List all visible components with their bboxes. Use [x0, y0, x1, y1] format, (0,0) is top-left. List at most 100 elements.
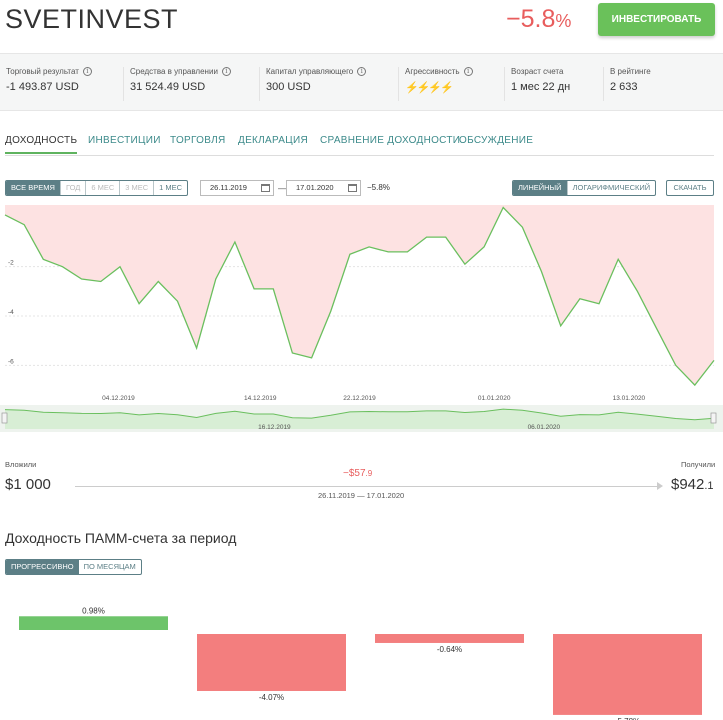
summary-period: 26.11.2019 — 17.01.2020 — [318, 491, 405, 500]
info-icon[interactable]: i — [82, 67, 92, 76]
stat-funds-under-management: Средства в управлении i 31 524.49 USD — [123, 67, 231, 101]
tab-declaration[interactable]: ДЕКЛАРАЦИЯ — [238, 135, 308, 146]
scale-log[interactable]: ЛОГАРИФМИЧЕСКИЙ — [566, 181, 656, 195]
total-change: −5.8% — [506, 5, 571, 34]
stat-label: Средства в управлении — [130, 67, 218, 76]
tab-trading[interactable]: ТОРГОВЛЯ — [170, 135, 226, 146]
date-from-value: 26.11.2019 — [210, 183, 247, 192]
period-1-month[interactable]: 1 МЕС — [153, 181, 187, 195]
date-from-input[interactable]: 26.11.2019 — [200, 180, 274, 196]
mode-progressive[interactable]: ПРОГРЕССИВНО — [6, 560, 79, 574]
navigator-handle-left[interactable] — [1, 412, 8, 424]
total-change-value: −5.8 — [506, 5, 556, 33]
stat-label: Торговый результат — [6, 67, 79, 76]
stat-value: 31 524.49 USD — [130, 81, 206, 93]
x-tick-label: 22.12.2019 — [343, 395, 376, 402]
chart-line — [4, 206, 715, 387]
aggressiveness-meter: ⚡⚡⚡⚡ — [405, 81, 473, 94]
navigator-ticks: 16.12.2019 06.01.2020 — [258, 424, 560, 431]
x-tick-label: 13.01.2020 — [613, 395, 646, 402]
x-tick-label: 04.12.2019 — [102, 395, 135, 402]
info-icon[interactable]: i — [357, 67, 367, 76]
x-tick-label: 14.12.2019 — [244, 395, 277, 402]
y-axis-ticks: -2 -4 -6 — [8, 260, 14, 366]
stat-label: Агрессивность — [405, 67, 460, 76]
received-value: $942.1 — [671, 476, 714, 493]
navigator-tick-label: 06.01.2020 — [528, 424, 561, 431]
stat-rating: В рейтинге 2 633 — [603, 67, 651, 101]
summary-arrow-line — [75, 486, 660, 487]
stat-value: -1 493.87 USD — [6, 81, 79, 93]
period-3-months[interactable]: 3 МЕС — [119, 181, 153, 195]
y-tick-label: -6 — [8, 358, 14, 365]
date-to-input[interactable]: 17.01.2020 — [286, 180, 361, 196]
investment-summary: Вложили $1 000 −$57.9 26.11.2019 — 17.01… — [0, 460, 723, 505]
result-diff-cents: .9 — [365, 469, 373, 478]
info-icon[interactable]: i — [221, 67, 231, 76]
tab-compare-yield[interactable]: СРАВНЕНИЕ ДОХОДНОСТИ — [320, 135, 461, 146]
info-icon[interactable]: i — [463, 67, 473, 76]
total-change-unit: % — [555, 11, 572, 31]
stat-manager-capital: Капитал управляющего i 300 USD — [259, 67, 367, 101]
arrow-right-icon — [657, 482, 663, 490]
stat-label: В рейтинге — [610, 67, 651, 76]
result-diff-main: −$57 — [343, 468, 366, 479]
tab-bar: ДОХОДНОСТЬ ИНВЕСТИЦИИ ТОРГОВЛЯ ДЕКЛАРАЦИ… — [5, 131, 714, 156]
date-to-value: 17.01.2020 — [296, 183, 334, 192]
account-title: SVETINVEST — [5, 4, 179, 34]
y-tick-label: -2 — [8, 260, 14, 267]
period-bars: 0.98% -4.07% -0.64% -5.78% — [19, 606, 702, 720]
header: SVETINVEST −5.8% ИНВЕСТИРОВАТЬ — [0, 0, 723, 50]
x-tick-label: 01.01.2020 — [478, 395, 511, 402]
scale-linear[interactable]: ЛИНЕЙНЫЙ — [513, 181, 567, 195]
period-bar — [19, 616, 168, 630]
stat-label: Возраст счета — [511, 67, 564, 76]
invested-label: Вложили — [5, 460, 37, 469]
navigator-tick-label: 16.12.2019 — [258, 424, 291, 431]
calendar-icon[interactable] — [261, 184, 270, 192]
mode-by-month[interactable]: ПО МЕСЯЦАМ — [83, 562, 136, 571]
period-bar-label: -0.64% — [437, 645, 462, 654]
download-button[interactable]: СКАЧАТЬ — [666, 180, 714, 196]
period-mode-selector: ПРОГРЕССИВНО ПО МЕСЯЦАМ — [5, 559, 142, 575]
tab-investments[interactable]: ИНВЕСТИЦИИ — [88, 135, 161, 146]
yield-chart[interactable]: -2 -4 -6 04.12.2019 14.12.2019 22.12.2019 01.… — [0, 205, 723, 435]
period-all-time[interactable]: ВСЕ ВРЕМЯ — [6, 181, 60, 195]
period-bar — [553, 634, 702, 715]
result-diff: −$57.9 — [343, 468, 372, 479]
stat-value: 2 633 — [610, 81, 638, 93]
navigator-area — [5, 409, 714, 429]
period-yield-title: Доходность ПАММ-счета за период — [5, 530, 237, 546]
stat-trading-result: Торговый результат i -1 493.87 USD — [0, 67, 92, 101]
period-bar — [197, 634, 346, 691]
stat-value: 1 мес 22 дн — [511, 81, 571, 93]
stats-bar: Торговый результат i -1 493.87 USD Средст… — [0, 53, 723, 111]
stat-value: 300 USD — [266, 81, 311, 93]
date-range-dash: — — [278, 183, 287, 193]
period-change: −5.8% — [367, 183, 390, 192]
tab-yield[interactable]: ДОХОДНОСТЬ — [5, 135, 78, 154]
chart-controls: ВСЕ ВРЕМЯ ГОД 6 МЕС 3 МЕС 1 МЕС 26.11.20… — [0, 180, 723, 198]
period-6-months[interactable]: 6 МЕС — [85, 181, 119, 195]
x-axis-ticks: 04.12.2019 14.12.2019 22.12.2019 01.01.2020… — [102, 395, 645, 402]
period-bar-label: -4.07% — [259, 693, 284, 702]
navigator-line — [4, 408, 715, 421]
stat-label: Капитал управляющего — [266, 67, 354, 76]
period-selector: ВСЕ ВРЕМЯ ГОД 6 МЕС 3 МЕС 1 МЕС — [5, 180, 189, 196]
lightning-icon: ⚡⚡⚡ — [416, 82, 454, 94]
stat-account-age: Возраст счета 1 мес 22 дн — [504, 67, 570, 101]
tab-discussion[interactable]: ОБСУЖДЕНИЕ — [459, 135, 534, 146]
period-year[interactable]: ГОД — [59, 181, 85, 195]
navigator-handle-right[interactable] — [710, 412, 717, 424]
lightning-icon: ⚡ — [405, 82, 419, 94]
invest-button[interactable]: ИНВЕСТИРОВАТЬ — [598, 3, 715, 36]
period-bar-chart: 0.98% -4.07% -0.64% -5.78% — [19, 606, 702, 720]
period-bar-label: -5.78% — [615, 717, 640, 720]
stat-aggressiveness: Агрессивность i ⚡⚡⚡⚡ — [398, 67, 473, 101]
received-main: $942 — [671, 476, 705, 493]
chart-area-fill — [5, 205, 714, 386]
calendar-icon[interactable] — [348, 184, 357, 192]
period-bar-label: 0.98% — [82, 606, 105, 615]
scale-selector: ЛИНЕЙНЫЙ ЛОГАРИФМИЧЕСКИЙ — [512, 180, 657, 196]
received-label: Получили — [681, 460, 716, 469]
